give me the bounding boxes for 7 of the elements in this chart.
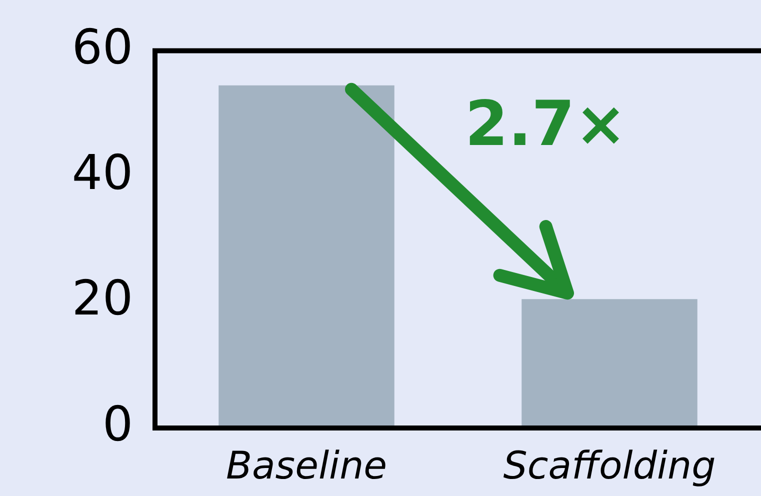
x-tick-label: Baseline [226,444,388,488]
x-tick-label: Scaffolding [503,444,716,488]
y-tick-label: 20 [72,270,133,327]
y-tick-label: 40 [72,145,133,201]
annotation: 2.7× [464,86,627,160]
y-tick-label: 60 [72,19,133,76]
y-tick-label: 0 [102,396,133,452]
